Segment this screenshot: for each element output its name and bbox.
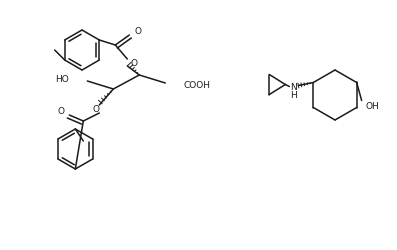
Text: COOH: COOH [183,80,210,90]
Text: N: N [290,83,297,92]
Text: O: O [134,28,141,36]
Text: H: H [290,91,297,100]
Text: OH: OH [366,102,380,111]
Text: HO: HO [56,74,69,84]
Text: O: O [93,106,100,114]
Text: O: O [57,108,64,116]
Text: O: O [130,58,137,68]
